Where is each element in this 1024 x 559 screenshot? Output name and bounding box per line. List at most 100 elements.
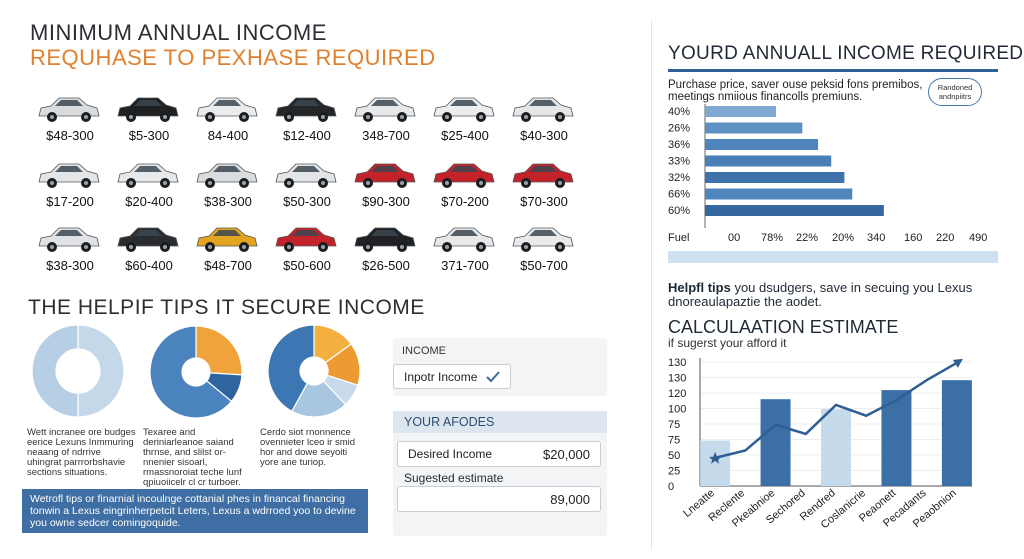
- bar-category-label: 40%: [668, 106, 690, 118]
- car-price: $50-700: [520, 258, 568, 273]
- star-marker: [709, 451, 722, 464]
- car-item[interactable]: $25-400: [430, 92, 500, 152]
- bar: [705, 139, 819, 150]
- bar-category-label: 60%: [668, 205, 690, 217]
- car-price: $48-300: [46, 128, 94, 143]
- bar-category-label: 36%: [668, 139, 690, 151]
- bar-category-label: 66%: [668, 189, 690, 201]
- y-tick-label: 75: [668, 419, 680, 431]
- car-price: $25-400: [441, 128, 489, 143]
- car-price: $50-600: [283, 258, 331, 273]
- car-item[interactable]: 371-700: [430, 222, 500, 282]
- bar: [705, 172, 845, 183]
- x-tick-label: Fuel: [668, 232, 689, 244]
- car-icon: [38, 227, 100, 252]
- car-icon: [117, 163, 179, 188]
- car-price: $50-300: [283, 194, 331, 209]
- car-item[interactable]: $38-300: [193, 158, 263, 218]
- car-price: $70-300: [520, 194, 568, 209]
- car-item[interactable]: $17-200: [35, 158, 105, 218]
- car-item[interactable]: $50-300: [272, 158, 342, 218]
- income-required-subtitle: Purchase price, saver ouse peksid fons p…: [668, 79, 923, 103]
- car-grid: $48-300 $5-300 84-400 $12-400 348-700 $25-400…: [0, 0, 640, 290]
- car-icon: [512, 227, 574, 252]
- x-tick-label: 78%: [761, 232, 783, 244]
- car-icon: [354, 97, 416, 122]
- car-icon: [512, 163, 574, 188]
- car-price: $38-300: [46, 258, 94, 273]
- trend-line: [714, 361, 958, 460]
- car-item[interactable]: $40-300: [509, 92, 579, 152]
- car-icon: [275, 163, 337, 188]
- bar: [700, 440, 731, 486]
- car-price: $38-300: [204, 194, 252, 209]
- car-item[interactable]: 348-700: [351, 92, 421, 152]
- car-price: $5-300: [128, 128, 170, 143]
- car-item[interactable]: $70-300: [509, 158, 579, 218]
- car-item[interactable]: 84-400: [193, 92, 263, 152]
- car-icon: [196, 97, 258, 122]
- car-icon: [275, 97, 337, 122]
- income-required-title: YOURD ANNUALL INCOME REQUIRED: [668, 43, 1024, 64]
- car-price: $26-500: [362, 258, 410, 273]
- x-tick-label: 490: [969, 232, 987, 244]
- bar: [705, 188, 853, 200]
- x-tick-label: 160: [904, 232, 922, 244]
- tips-line-2: dnoreaulapaztie the aodet.: [668, 294, 822, 309]
- car-item[interactable]: $20-400: [114, 158, 184, 218]
- desired-income-field[interactable]: Desired Income $20,000: [397, 441, 601, 467]
- donut-slice: [149, 325, 233, 419]
- car-item[interactable]: $5-300: [114, 92, 184, 152]
- car-icon: [433, 227, 495, 252]
- suggested-estimate-field[interactable]: 89,000: [397, 486, 601, 512]
- car-item[interactable]: $50-700: [509, 222, 579, 282]
- badge: Randoned andnpiitrs: [928, 78, 982, 106]
- desired-income-label: Desired Income: [408, 447, 493, 461]
- y-tick-label: 130: [668, 373, 686, 385]
- car-icon: [38, 163, 100, 188]
- donut-caption-2: Texaree and deriniarleanoe saiand thrnse…: [143, 427, 242, 488]
- page-title: MINIMUM ANNUAL INCOME: [30, 20, 327, 45]
- car-icon: [354, 227, 416, 252]
- income-required-chart: 40% 26% 36% 33% 32% 66% 60% Fuel 00 78% 22% 20% 340 1…: [668, 104, 987, 244]
- desired-income-value: $20,000: [543, 446, 590, 462]
- donut-slice: [291, 380, 347, 418]
- car-item[interactable]: $90-300: [351, 158, 421, 218]
- car-icon: [196, 163, 258, 188]
- car-item[interactable]: $60-400: [114, 222, 184, 282]
- car-item[interactable]: $38-300: [35, 222, 105, 282]
- suggested-estimate-label: Sugested estimate: [404, 471, 504, 485]
- bar: [705, 106, 777, 117]
- car-item[interactable]: $70-200: [430, 158, 500, 218]
- car-item[interactable]: $26-500: [351, 222, 421, 282]
- car-price: $48-700: [204, 258, 252, 273]
- bar: [705, 205, 884, 216]
- car-item[interactable]: $50-600: [272, 222, 342, 282]
- car-item[interactable]: $12-400: [272, 92, 342, 152]
- tips-rest: you dsudgers, save in secuing you Lexus: [730, 280, 973, 295]
- chart-footer-strip: [668, 251, 998, 263]
- car-icon: [433, 163, 495, 188]
- calc-title: CALCULAATION ESTIMATE: [668, 317, 899, 337]
- car-price: 84-400: [207, 128, 249, 143]
- tips-line: Helpfl tips you dsudgers, save in secuin…: [668, 280, 972, 295]
- y-tick-label: 25: [668, 466, 680, 478]
- y-tick-label: 0: [668, 481, 674, 493]
- car-item[interactable]: $48-300: [35, 92, 105, 152]
- suggested-estimate-value: 89,000: [550, 491, 590, 507]
- car-price: $17-200: [46, 194, 94, 209]
- donut-caption-1: Wett incranee ore budges eerice Lexuns I…: [27, 427, 136, 478]
- donut-slice: [77, 324, 125, 418]
- x-tick-label: 220: [936, 232, 954, 244]
- check-icon: [486, 370, 500, 382]
- car-item[interactable]: $48-700: [193, 222, 263, 282]
- arrow-head: [952, 358, 963, 368]
- tips-bold: Helpfl tips: [668, 280, 731, 295]
- car-icon: [117, 97, 179, 122]
- car-icon: [433, 97, 495, 122]
- income-input[interactable]: Inpotr Income: [393, 364, 511, 389]
- afodes-title: YOUR AFODES: [404, 415, 495, 429]
- donut-caption-3: Cerdo siot rnonnence ovennieter lceo ir …: [260, 427, 356, 468]
- tips-title: THE HELPIF TIPS IT SECURE INCOME: [28, 296, 425, 319]
- donut-slice: [195, 325, 243, 376]
